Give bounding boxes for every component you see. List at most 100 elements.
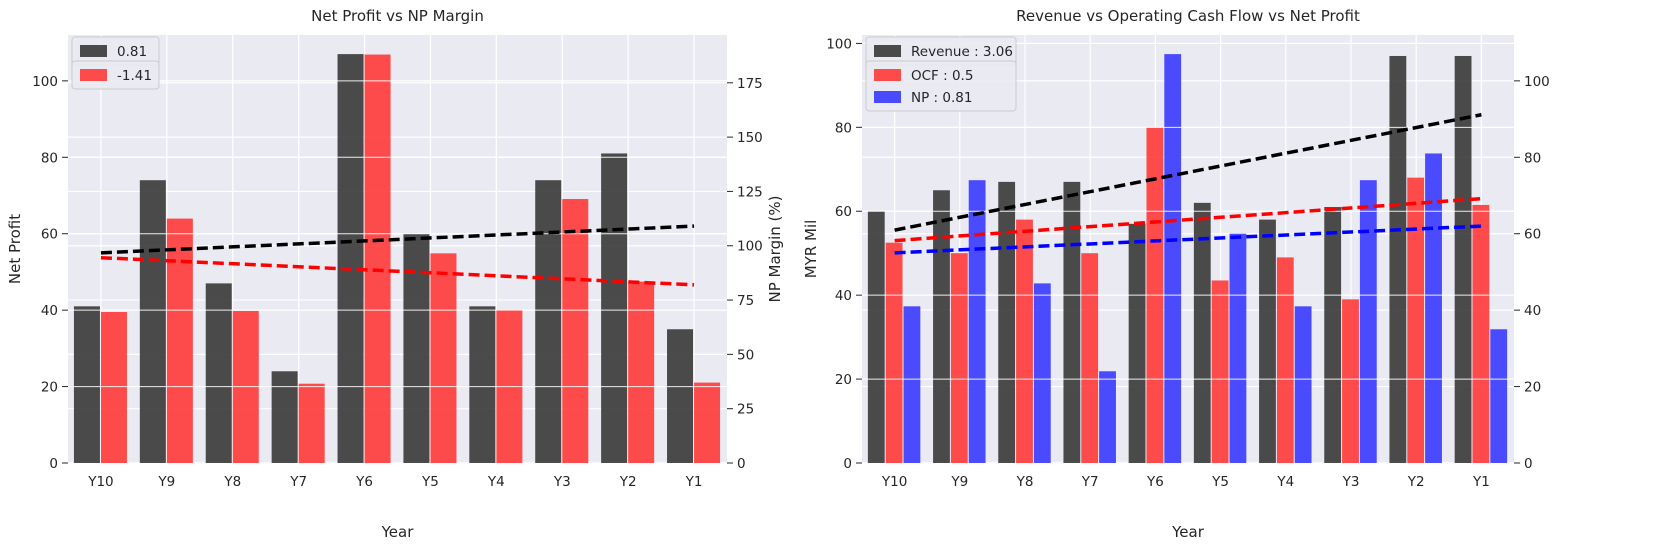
bar xyxy=(998,181,1016,464)
y-right-tick-label: 25 xyxy=(737,402,754,418)
bar xyxy=(73,306,100,463)
y-tick-label: 20 xyxy=(835,372,852,388)
legend-swatch xyxy=(80,69,107,81)
x-tick-label: Y7 xyxy=(1081,474,1099,490)
bar xyxy=(1425,153,1442,463)
bar xyxy=(139,180,166,463)
x-tick-label: Y5 xyxy=(421,474,439,490)
bar xyxy=(298,383,325,463)
bar xyxy=(628,281,655,463)
x-tick-label: Y9 xyxy=(950,474,968,490)
bar xyxy=(667,329,694,463)
x-tick-label: Y3 xyxy=(553,474,571,490)
x-axis-label: Year xyxy=(1171,523,1205,541)
trend-line xyxy=(894,113,1482,232)
y-axis-label: Net Profit xyxy=(6,214,24,284)
bar xyxy=(1454,55,1472,463)
bar xyxy=(1128,223,1146,463)
bar xyxy=(1324,207,1342,463)
chart-title: Revenue vs Operating Cash Flow vs Net Pr… xyxy=(1016,7,1360,25)
y-tick-label: 60 xyxy=(41,227,58,243)
trend-line xyxy=(100,255,695,287)
chart-title: Net Profit vs NP Margin xyxy=(311,7,484,25)
y-right-tick-label: 100 xyxy=(1524,74,1550,90)
bar xyxy=(1490,329,1508,463)
y-axis-label: MYR Mil xyxy=(802,220,820,279)
x-tick-label: Y2 xyxy=(1407,474,1425,490)
chart-panel-2: 0 20 40 60 80 100 0 20 40 60 80 100 Y10 Y9 Y8 Y7 Y6 Y5 Y4 Y… xyxy=(802,7,1550,541)
bar xyxy=(1472,204,1490,464)
bar xyxy=(562,199,589,463)
bar xyxy=(1259,219,1276,463)
y-tick-label: 0 xyxy=(843,456,852,472)
bar xyxy=(166,218,193,463)
legend-box xyxy=(71,60,160,90)
bar xyxy=(903,306,921,463)
bar xyxy=(950,253,968,463)
y-right-axis-label: NP Margin (%) xyxy=(766,196,784,303)
x-tick-label: Y8 xyxy=(1016,474,1034,490)
bar xyxy=(933,190,950,464)
bar xyxy=(1211,280,1229,463)
bar xyxy=(100,312,127,463)
bar xyxy=(1099,371,1116,463)
y-tick-label: 40 xyxy=(835,288,852,304)
x-tick-label: Y6 xyxy=(1146,474,1164,490)
legend-swatch xyxy=(80,45,107,57)
bar xyxy=(1342,299,1359,463)
y-tick-label: 100 xyxy=(32,74,58,90)
y-right-tick-label: 125 xyxy=(737,184,763,200)
y-right-tick-label: 0 xyxy=(737,456,746,472)
bar xyxy=(1359,180,1377,463)
y-right-tick-label: 100 xyxy=(737,239,763,255)
x-tick-label: Y8 xyxy=(223,474,241,490)
legend-label: NP : 0.81 xyxy=(911,90,972,106)
y-right-tick-label: 175 xyxy=(737,76,763,92)
x-tick-label: Y10 xyxy=(881,474,907,490)
x-tick-label: Y10 xyxy=(87,474,113,490)
x-axis-label: Year xyxy=(381,523,415,541)
bar xyxy=(337,54,364,463)
bar xyxy=(1193,202,1211,463)
bar xyxy=(694,382,721,463)
x-tick-label: Y5 xyxy=(1211,474,1229,490)
legend-label: OCF : 0.5 xyxy=(911,68,973,84)
y-tick-label: 100 xyxy=(826,36,852,52)
bar xyxy=(205,283,232,463)
legend-secondary: -1.41 xyxy=(71,60,160,90)
trend-line xyxy=(100,224,695,255)
x-tick-label: Y3 xyxy=(1342,474,1360,490)
legend-secondary: OCF : 0.5 NP : 0.81 xyxy=(865,60,1017,112)
bar xyxy=(430,253,457,463)
legend-label: 0.81 xyxy=(117,44,147,60)
bar xyxy=(1164,54,1182,463)
bar xyxy=(1389,55,1407,463)
bar xyxy=(1294,306,1312,463)
y-right-tick-label: 20 xyxy=(1524,380,1541,396)
legend-label: Revenue : 3.06 xyxy=(911,44,1013,60)
x-tick-label: Y9 xyxy=(157,474,175,490)
y-tick-label: 20 xyxy=(41,380,58,396)
x-tick-label: Y6 xyxy=(355,474,373,490)
x-tick-label: Y7 xyxy=(289,474,307,490)
legend-swatch xyxy=(874,45,901,57)
chart-panel-1: 0 20 40 60 80 100 0 25 50 75 100 125 150 175 Y10 Y9 Y8 Y7… xyxy=(6,7,784,541)
y-right-tick-label: 75 xyxy=(737,293,754,309)
x-tick-label: Y1 xyxy=(685,474,703,490)
y-right-tick-label: 40 xyxy=(1524,303,1541,319)
y-tick-label: 80 xyxy=(41,150,58,166)
legend-box xyxy=(865,60,1017,112)
y-right-tick-label: 0 xyxy=(1524,456,1533,472)
y-right-tick-label: 150 xyxy=(737,130,763,146)
x-tick-label: Y1 xyxy=(1472,474,1490,490)
y-right-tick-label: 50 xyxy=(737,347,754,363)
x-tick-label: Y2 xyxy=(619,474,637,490)
bar xyxy=(364,54,391,464)
trend-line xyxy=(894,224,1482,255)
bar xyxy=(1016,219,1033,463)
y-tick-label: 60 xyxy=(835,204,852,220)
legend-primary: Revenue : 3.06 xyxy=(865,36,1017,66)
bar xyxy=(403,233,430,463)
bar xyxy=(1063,181,1081,464)
